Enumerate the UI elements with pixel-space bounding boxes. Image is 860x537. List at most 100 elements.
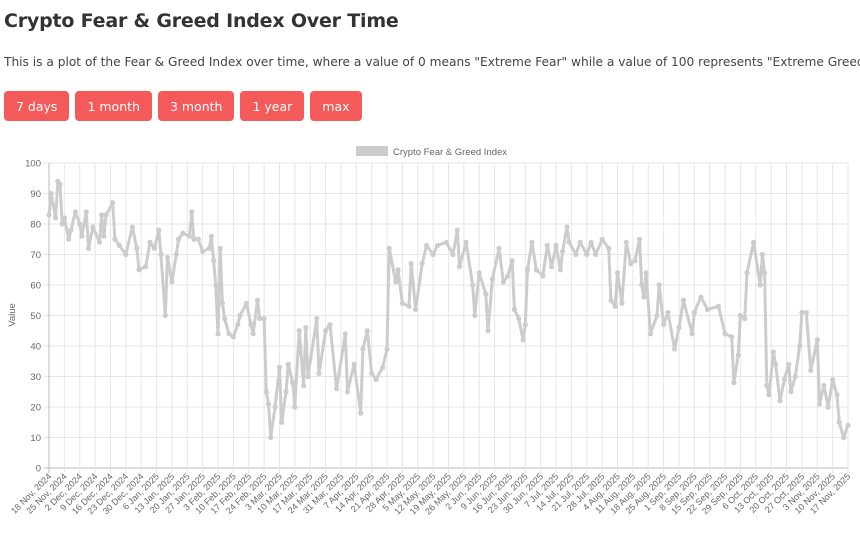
data-point[interactable] [250, 331, 256, 337]
data-point[interactable] [112, 236, 118, 242]
data-point[interactable] [79, 233, 85, 239]
data-point[interactable] [803, 309, 809, 316]
data-point[interactable] [643, 270, 649, 276]
data-point[interactable] [434, 242, 441, 248]
data-point[interactable] [647, 331, 654, 337]
data-point[interactable] [636, 236, 643, 242]
data-point[interactable] [836, 419, 842, 425]
data-point[interactable] [116, 242, 122, 248]
data-point[interactable] [285, 361, 291, 367]
data-point[interactable] [123, 251, 129, 258]
data-point[interactable] [380, 364, 386, 370]
data-point[interactable] [731, 380, 737, 386]
data-point[interactable] [101, 233, 107, 239]
data-point[interactable] [772, 361, 779, 367]
data-point[interactable] [766, 392, 772, 398]
data-point[interactable] [529, 239, 535, 245]
data-point[interactable] [737, 312, 744, 319]
data-point[interactable] [276, 364, 283, 370]
data-point[interactable] [136, 267, 142, 273]
data-point[interactable] [134, 245, 140, 251]
data-point[interactable] [557, 267, 564, 273]
data-point[interactable] [279, 419, 285, 425]
data-point[interactable] [443, 239, 449, 245]
data-point[interactable] [628, 261, 634, 267]
data-point[interactable] [408, 261, 414, 267]
data-point[interactable] [524, 267, 531, 273]
data-point[interactable] [549, 264, 555, 270]
data-point[interactable] [781, 376, 787, 383]
data-point[interactable] [544, 242, 550, 248]
data-point[interactable] [584, 251, 590, 258]
data-point[interactable] [72, 209, 78, 215]
data-point[interactable] [52, 215, 59, 221]
data-point[interactable] [656, 282, 662, 288]
range-1-year-button[interactable]: 1 year [240, 91, 305, 121]
data-point[interactable] [191, 236, 197, 242]
data-point[interactable] [305, 373, 311, 380]
data-point[interactable] [472, 312, 478, 319]
data-point[interactable] [564, 224, 570, 230]
data-point[interactable] [599, 236, 605, 242]
data-point[interactable] [680, 297, 686, 303]
data-point[interactable] [577, 239, 583, 245]
data-point[interactable] [419, 261, 425, 267]
data-point[interactable] [213, 282, 219, 288]
data-point[interactable] [384, 346, 390, 352]
data-point[interactable] [751, 239, 757, 245]
data-point[interactable] [619, 300, 625, 306]
range-3-month-button[interactable]: 3 month [157, 91, 235, 121]
data-point[interactable] [219, 300, 226, 306]
data-point[interactable] [173, 251, 179, 258]
data-point[interactable] [489, 276, 496, 282]
data-point[interactable] [303, 325, 309, 331]
data-point[interactable] [169, 279, 175, 285]
data-point[interactable] [500, 279, 506, 285]
data-point[interactable] [186, 233, 193, 239]
data-point[interactable] [322, 328, 329, 334]
data-point[interactable] [505, 273, 511, 279]
data-point[interactable] [808, 367, 814, 373]
data-point[interactable] [533, 267, 539, 273]
data-point[interactable] [83, 209, 89, 215]
data-point[interactable] [66, 236, 72, 242]
data-point[interactable] [639, 282, 645, 288]
data-point[interactable] [272, 404, 278, 410]
data-point[interactable] [147, 239, 153, 245]
data-point[interactable] [623, 239, 629, 245]
data-point[interactable] [235, 322, 241, 328]
data-point[interactable] [59, 221, 65, 227]
data-point[interactable] [722, 331, 728, 337]
data-point[interactable] [301, 383, 307, 389]
data-point[interactable] [263, 389, 269, 395]
data-point[interactable] [729, 334, 735, 340]
data-point[interactable] [412, 306, 419, 312]
data-point[interactable] [151, 245, 157, 251]
data-point[interactable] [715, 303, 722, 309]
data-point[interactable] [393, 279, 399, 285]
data-point[interactable] [689, 331, 695, 337]
data-point[interactable] [553, 242, 559, 248]
data-point[interactable] [85, 245, 92, 251]
data-point[interactable] [142, 264, 149, 270]
data-point[interactable] [757, 282, 763, 288]
data-point[interactable] [661, 322, 667, 328]
data-point[interactable] [463, 239, 469, 245]
data-point[interactable] [423, 242, 430, 248]
data-point[interactable] [156, 227, 162, 233]
data-point[interactable] [292, 404, 298, 410]
data-point[interactable] [665, 309, 671, 316]
data-point[interactable] [588, 239, 594, 245]
data-point[interactable] [511, 306, 517, 312]
data-point[interactable] [698, 294, 704, 300]
data-point[interactable] [830, 376, 836, 383]
data-point[interactable] [77, 221, 83, 227]
data-point[interactable] [254, 297, 261, 303]
data-point[interactable] [759, 251, 765, 258]
data-point[interactable] [48, 190, 54, 197]
data-point[interactable] [522, 322, 528, 328]
data-point[interactable] [821, 383, 827, 389]
data-point[interactable] [158, 251, 164, 258]
data-point[interactable] [516, 315, 522, 322]
data-point[interactable] [777, 398, 783, 404]
